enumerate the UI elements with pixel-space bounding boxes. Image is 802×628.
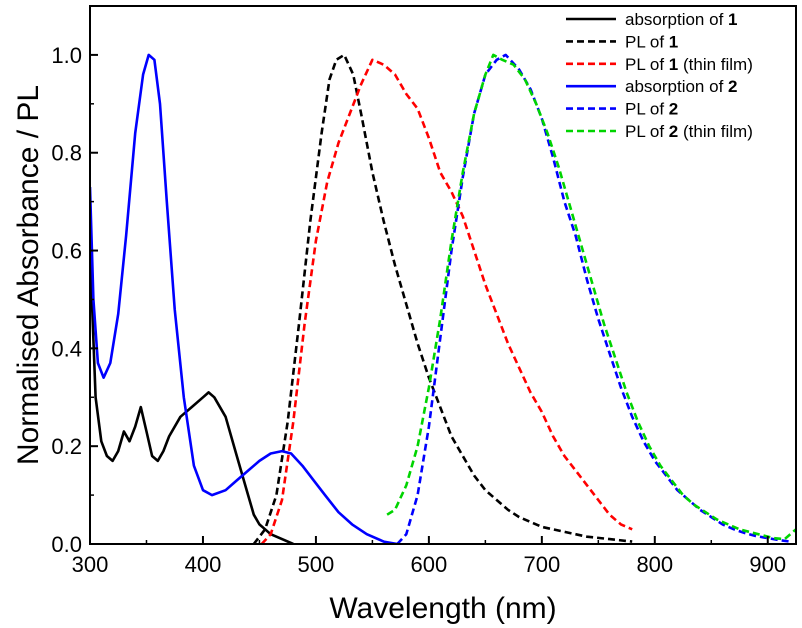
- x-tick-label: 300: [72, 552, 109, 577]
- legend-label: absorption of 1: [625, 10, 737, 29]
- y-tick-label: 0.6: [51, 239, 82, 264]
- legend-item-2: PL of 1: [566, 32, 678, 51]
- legend-label: PL of 1: [625, 32, 678, 51]
- x-tick-label: 600: [411, 552, 448, 577]
- series-line-1: [90, 250, 294, 544]
- y-axis-title: Normalised Absorbance / PL: [12, 85, 45, 465]
- legend-item-5: PL of 2: [566, 100, 678, 119]
- series-line-2: [252, 53, 633, 544]
- plot-frame: [89, 5, 797, 545]
- x-tick-label: 800: [636, 552, 673, 577]
- legend-label: PL of 2 (thin film): [625, 122, 753, 141]
- legend-item-4: absorption of 2: [566, 77, 737, 96]
- x-axis-ticks: 300 400 500 600 700 800 900: [72, 536, 786, 577]
- x-axis-title: Wavelength (nm): [329, 592, 556, 625]
- y-tick-label: 0.2: [51, 434, 82, 459]
- y-axis-ticks: 0.0 0.2 0.4 0.6 0.8 1.0: [51, 43, 98, 557]
- legend-label: PL of 2: [625, 100, 678, 119]
- series-layer: [90, 53, 796, 544]
- y-tick-label: 0.8: [51, 141, 82, 166]
- legend-item-1: absorption of 1: [566, 10, 737, 29]
- legend-item-6: PL of 2 (thin film): [566, 122, 753, 141]
- legend-label: PL of 1 (thin film): [625, 55, 753, 74]
- y-tick-label: 0.4: [51, 336, 82, 361]
- series-line-4: [90, 53, 398, 544]
- series-line-5: [396, 53, 791, 544]
- y-tick-label: 0.0: [51, 532, 82, 557]
- legend: absorption of 1 PL of 1 PL of 1 (thin film…: [566, 10, 753, 141]
- x-tick-label: 500: [298, 552, 335, 577]
- series-line-6: [386, 53, 796, 541]
- x-tick-label: 700: [523, 552, 560, 577]
- legend-label: absorption of 2: [625, 77, 737, 96]
- x-tick-label: 900: [749, 552, 786, 577]
- legend-item-3: PL of 1 (thin film): [566, 55, 753, 74]
- series-line-3: [260, 58, 633, 544]
- y-tick-label: 1.0: [51, 43, 82, 68]
- x-tick-label: 400: [185, 552, 222, 577]
